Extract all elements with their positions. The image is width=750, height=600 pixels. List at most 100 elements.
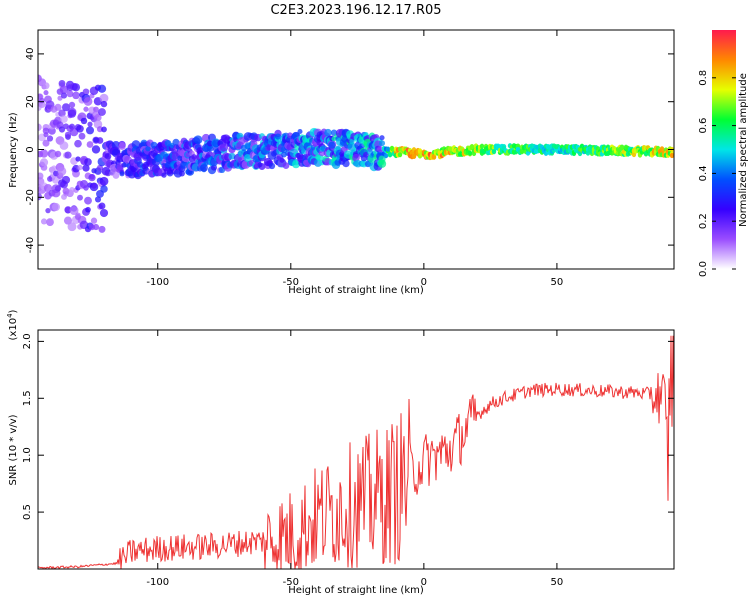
heatmap-cell — [377, 159, 387, 168]
heatmap-cell — [161, 172, 167, 178]
heatmap-cell — [431, 154, 437, 160]
heatmap-cell — [51, 165, 57, 171]
heatmap-cell — [48, 127, 56, 135]
heatmap-cell — [39, 149, 49, 158]
heatmap-cell — [228, 152, 236, 160]
heatmap-cell — [385, 146, 391, 152]
heatmap-cell — [46, 135, 54, 142]
heatmap-cell — [87, 121, 93, 127]
heatmap-cell — [100, 185, 108, 193]
heatmap-cell — [77, 194, 83, 201]
heatmap-cell — [71, 83, 81, 92]
colorbar-label: Normalized spectral amplitude — [738, 73, 749, 227]
y-tick-label: 20 — [25, 95, 36, 108]
heatmap-cell — [383, 153, 389, 159]
svg-text:(x104): (x104) — [6, 309, 19, 340]
x-tick-label: -50 — [283, 277, 299, 288]
heatmap-cell — [80, 117, 88, 125]
heatmap-cell — [411, 153, 417, 159]
y-tick-label: -20 — [25, 189, 36, 205]
x-tick-label: -50 — [283, 577, 299, 588]
heatmap-cell — [193, 135, 203, 145]
spectrogram-heatmap — [38, 74, 674, 233]
y-tick-label: 0.5 — [22, 504, 33, 520]
colorbar-tick-label: 0.4 — [698, 165, 709, 181]
heatmap-cell — [69, 187, 75, 193]
heatmap-cell — [187, 169, 193, 175]
heatmap-cell — [54, 103, 62, 111]
x-tick-label: 50 — [551, 577, 564, 588]
heatmap-cell — [64, 151, 72, 159]
heatmap-cell — [172, 138, 180, 146]
colorbar-tick-label: 0.2 — [698, 213, 709, 229]
heatmap-cell — [90, 217, 98, 224]
heatmap-cell — [43, 90, 49, 96]
heatmap-cell — [84, 158, 92, 166]
heatmap-cell — [59, 141, 69, 150]
colorbar-bar — [712, 30, 736, 269]
heatmap-cell — [83, 106, 89, 112]
heatmap-cell — [54, 185, 62, 192]
heatmap-cell — [91, 182, 97, 189]
y-tick-label: 1.0 — [22, 447, 33, 463]
heatmap-cell — [98, 108, 106, 116]
y-tick-label: -40 — [25, 237, 36, 253]
x-tick-label: 50 — [551, 277, 564, 288]
heatmap-cell — [207, 140, 213, 147]
heatmap-cell — [274, 133, 282, 140]
snr-multiplier-close: ) — [8, 309, 19, 313]
heatmap-cell — [92, 223, 100, 231]
snr-line-area — [38, 335, 674, 569]
heatmap-cell — [491, 149, 497, 155]
heatmap-cell — [210, 164, 218, 171]
heatmap-cell — [352, 153, 360, 162]
heatmap-cell — [61, 175, 71, 184]
heatmap-cell — [42, 139, 50, 147]
heatmap-cell — [45, 207, 51, 214]
heatmap-cell — [38, 192, 42, 201]
heatmap-cell — [96, 137, 104, 144]
heatmap-cell — [268, 162, 276, 170]
heatmap-cell — [60, 115, 68, 123]
heatmap-cell — [39, 97, 45, 104]
colorbar-tick-label: 0.6 — [698, 118, 709, 134]
heatmap-cell — [305, 141, 311, 148]
heatmap-cell — [342, 159, 350, 168]
heatmap-cell — [219, 143, 229, 152]
heatmap-cell — [54, 150, 62, 158]
heatmap-cell — [74, 139, 82, 148]
heatmap-cell — [282, 162, 290, 170]
colorbar-tick-label: 0.0 — [698, 261, 709, 277]
heatmap-cell — [63, 216, 73, 225]
x-tick-label: 0 — [421, 277, 427, 288]
snr-y-multiplier: (x104) — [6, 309, 19, 340]
snr-x-tick-labels: -100 -50 0 50 — [146, 577, 563, 588]
heatmap-cell — [82, 88, 90, 96]
heatmap-cell — [38, 100, 46, 109]
heatmap-cell — [112, 171, 120, 179]
heatmap-cell — [68, 101, 76, 109]
heatmap-cell — [101, 126, 107, 133]
spectrogram-ticks — [38, 30, 674, 269]
heatmap-cell — [40, 218, 48, 225]
heatmap-cell — [51, 202, 61, 212]
snr-y-tick-labels: 0.5 1.0 1.5 2.0 — [22, 333, 33, 520]
heatmap-cell — [99, 93, 109, 103]
heatmap-cell — [324, 128, 332, 137]
heatmap-cell — [378, 140, 386, 147]
heatmap-cell — [379, 135, 385, 141]
heatmap-cell — [86, 141, 94, 148]
heatmap-cell — [61, 103, 71, 112]
heatmap-cell — [669, 152, 674, 159]
heatmap-cell — [78, 132, 86, 140]
heatmap-cell — [43, 184, 53, 193]
spectrogram-y-tick-labels: -40 -20 0 20 40 — [25, 48, 36, 254]
heatmap-cell — [75, 212, 81, 218]
heatmap-cell — [69, 206, 79, 216]
heatmap-cell — [38, 123, 42, 132]
heatmap-cell — [77, 164, 83, 171]
heatmap-cell — [83, 96, 93, 106]
snr-frame — [37, 329, 675, 570]
heatmap-cell — [145, 145, 151, 152]
